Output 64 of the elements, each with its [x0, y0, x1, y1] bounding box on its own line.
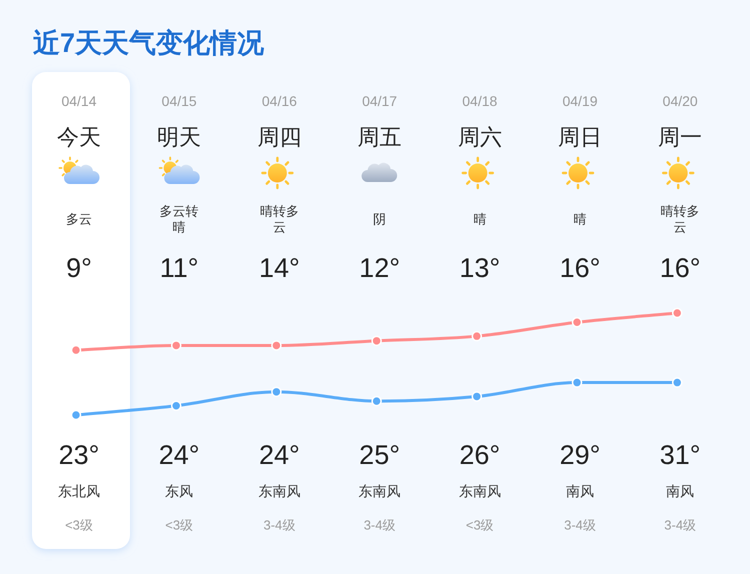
point	[672, 377, 682, 388]
text: 多云转晴	[160, 204, 199, 234]
point	[371, 396, 382, 406]
point	[672, 308, 682, 318]
point	[572, 317, 582, 328]
point	[472, 330, 482, 342]
text: 南风	[566, 483, 594, 499]
text: 阴	[373, 212, 386, 226]
text: 周一	[658, 124, 702, 150]
text: 今天	[57, 124, 101, 150]
text: 3-4级	[264, 518, 296, 532]
text: <3级	[165, 518, 194, 532]
text: 东南风	[458, 483, 501, 499]
x-tick-label: 04/17	[362, 93, 398, 109]
text: 东北风	[58, 483, 100, 499]
data-label: 26°	[459, 440, 500, 470]
text: 周日	[558, 124, 602, 150]
text: 3-4级	[564, 518, 596, 532]
data-label: 24°	[258, 440, 300, 470]
text: 多云	[66, 212, 92, 226]
data-label: 14°	[258, 253, 300, 283]
point	[170, 400, 182, 411]
x-tick-label: 04/14	[61, 93, 97, 109]
point	[271, 340, 282, 351]
text: 东南风	[358, 483, 401, 499]
x-tick-label: 04/19	[562, 93, 598, 109]
point	[70, 410, 82, 420]
text: 南风	[666, 483, 694, 499]
data-label: 25°	[359, 440, 400, 470]
text: 晴	[574, 212, 586, 226]
x-tick-label: 04/18	[462, 93, 498, 109]
text: 东南风	[258, 483, 300, 499]
text: 周六	[458, 124, 502, 150]
text: <3级	[65, 518, 93, 532]
text: 东风	[165, 483, 194, 499]
data-label: 12°	[359, 253, 400, 283]
point	[371, 336, 382, 346]
text: 3-4级	[364, 518, 396, 532]
point	[170, 340, 182, 351]
text: 晴转多云	[660, 204, 700, 234]
data-label: 13°	[459, 253, 500, 283]
chart-title: 近7天天气变化情况	[33, 28, 266, 58]
text: 晴	[473, 212, 486, 226]
x-tick-label: 04/20	[662, 93, 698, 109]
data-label: 16°	[660, 253, 701, 283]
point	[472, 391, 482, 402]
data-label: 29°	[560, 440, 600, 470]
data-label: 9°	[66, 253, 92, 283]
point	[70, 344, 82, 356]
data-label: 24°	[158, 440, 200, 470]
data-label: 11°	[160, 253, 199, 283]
data-label: 31°	[660, 440, 701, 470]
point	[572, 377, 582, 388]
text: 晴转多云	[260, 204, 299, 234]
text: 周五	[358, 124, 402, 150]
x-tick-label: 04/15	[162, 93, 197, 109]
text: 周四	[257, 124, 302, 150]
text: 3-4级	[664, 518, 696, 532]
data-label: 23°	[58, 440, 100, 470]
point	[271, 386, 282, 398]
x-tick-label: 04/16	[262, 93, 298, 109]
data-label: 16°	[560, 253, 600, 283]
text: 明天	[157, 124, 202, 150]
text: <3级	[466, 518, 494, 532]
